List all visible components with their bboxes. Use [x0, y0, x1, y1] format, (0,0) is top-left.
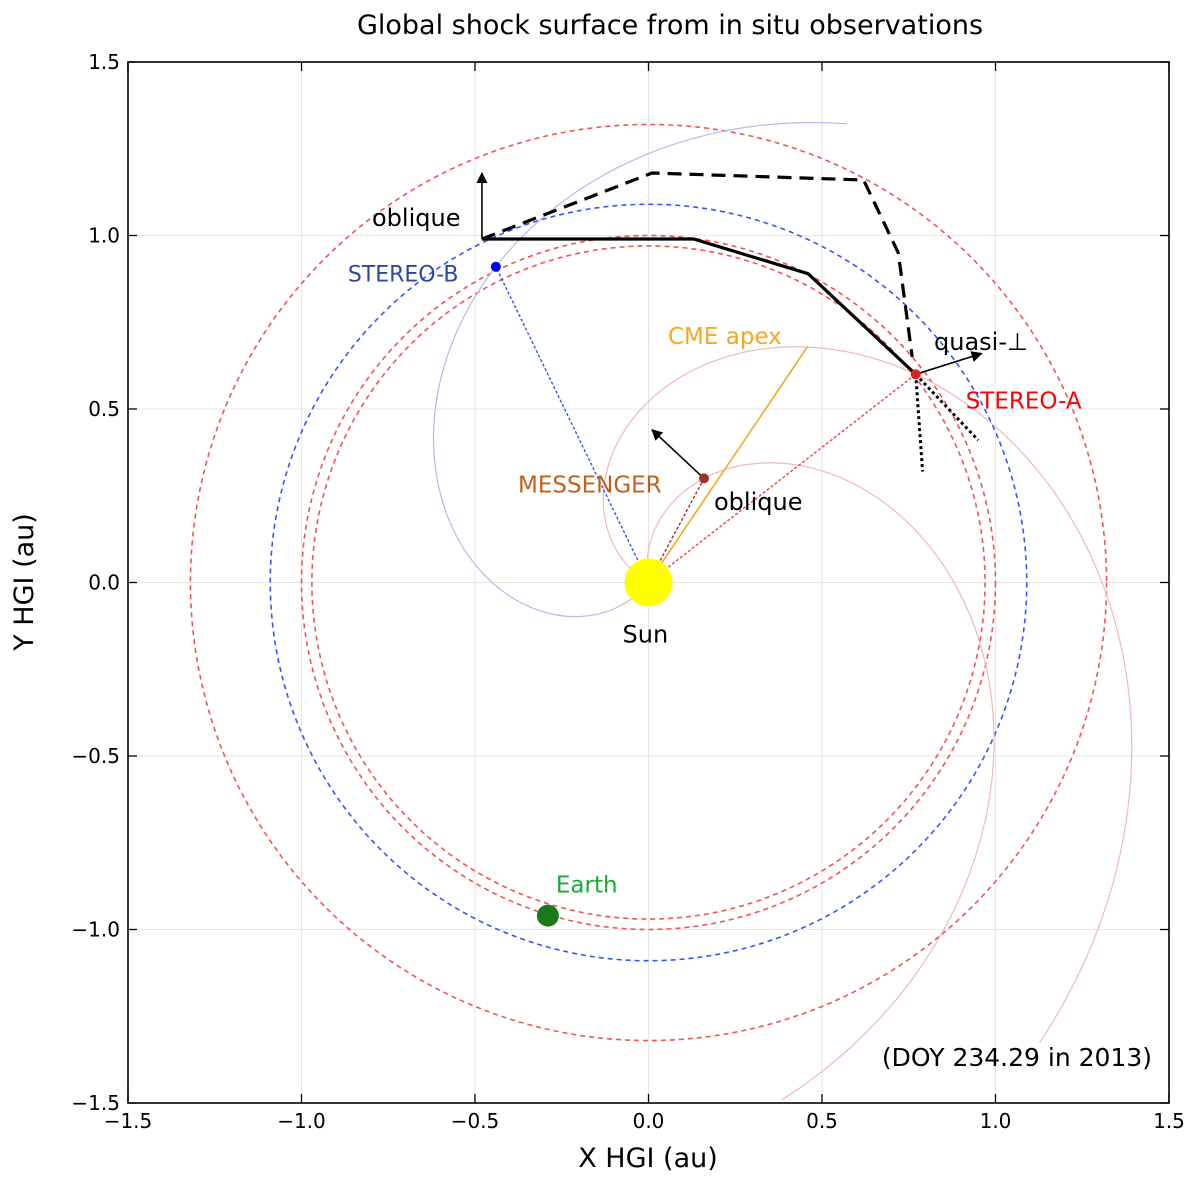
sun-marker — [624, 558, 673, 607]
date-annotation: (DOY 234.29 in 2013) — [882, 1043, 1152, 1072]
orbit-circle — [300, 234, 997, 931]
connector-stereo-a — [648, 373, 917, 584]
stereo-a-label: STEREO-A — [966, 388, 1082, 414]
cme-apex-label: CME apex — [668, 324, 782, 350]
parker-spiral-stereo-b — [432, 122, 847, 618]
axis-ticks: −1.5 −1.0 −0.5 0.0 0.5 1.0 1.5 −1.5 −1.0 −0.5 0.0 0… — [71, 50, 1184, 1133]
oblique-label-messenger: oblique — [714, 488, 802, 516]
x-axis-label: X HGI (au) — [578, 1143, 718, 1174]
y-tick-label: 0.5 — [88, 397, 120, 421]
stereo-b-marker — [490, 261, 501, 272]
shock-surface — [481, 171, 980, 472]
y-tick-label: 1.5 — [88, 50, 120, 74]
quasi-perp-label: quasi-⊥ — [934, 328, 1028, 356]
x-tick-label: 1.5 — [1153, 1109, 1185, 1133]
earth-marker — [536, 904, 559, 927]
y-tick-label: −1.5 — [71, 1091, 120, 1115]
orbit-circle — [189, 123, 1108, 1042]
annotations: Sun STEREO-B STEREO-A MESSENGER Earth CME ape… — [348, 204, 1082, 899]
stereo-a-local-surface-1 — [914, 374, 925, 472]
sun-label: Sun — [623, 621, 669, 649]
oblique-label-stereo-b: oblique — [372, 204, 460, 232]
parker-spirals — [432, 122, 1133, 1101]
shock-normal-arrow-3 — [915, 351, 983, 376]
cme-apex-line — [647, 346, 809, 583]
earth-label: Earth — [556, 873, 618, 899]
y-tick-label: 1.0 — [88, 224, 120, 248]
x-tick-label: −1.5 — [104, 1109, 153, 1133]
x-tick-label: −0.5 — [451, 1109, 500, 1133]
x-tick-label: −1.0 — [277, 1109, 326, 1133]
y-tick-label: −0.5 — [71, 744, 120, 768]
messenger-label: MESSENGER — [518, 472, 662, 498]
orbits — [189, 123, 1108, 1042]
y-axis-label: Y HGI (au) — [9, 513, 40, 652]
y-tick-label: −1.0 — [71, 918, 120, 942]
plot-content — [189, 122, 1133, 1101]
stereo-b-label: STEREO-B — [348, 263, 459, 288]
orbit-circle — [311, 245, 986, 920]
chart-title: Global shock surface from in situ observ… — [357, 10, 983, 41]
x-tick-label: 0.5 — [806, 1109, 838, 1133]
connector-stereo-b — [495, 266, 650, 583]
x-tick-label: 0.0 — [633, 1109, 665, 1133]
sun-connectors — [495, 266, 917, 584]
parker-spiral-stereo-a — [602, 346, 1133, 1043]
x-tick-label: 1.0 — [980, 1109, 1012, 1133]
shock-normals — [476, 171, 983, 479]
y-tick-label: 0.0 — [88, 571, 120, 595]
shock-normal-arrow-2 — [651, 429, 705, 479]
bodies — [490, 261, 921, 927]
shock-surface-dashed — [481, 171, 914, 358]
shock-surface-solid — [481, 237, 917, 376]
messenger-marker — [699, 473, 710, 484]
parker-spiral-messenger — [646, 462, 995, 1101]
stereo-a-marker — [910, 369, 921, 380]
orbit-circle — [269, 203, 1028, 962]
